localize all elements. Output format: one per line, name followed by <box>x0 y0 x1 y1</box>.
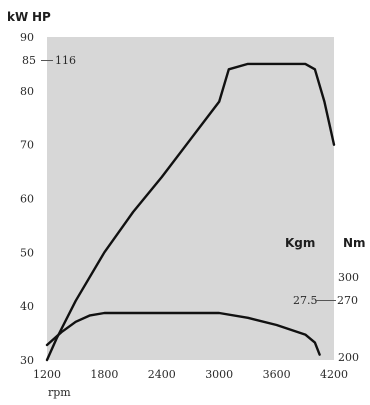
left-tick-label: 90 <box>20 31 34 44</box>
left-axis-unit-hp: HP <box>32 10 51 24</box>
power-peak-kw-label: 85 <box>22 54 36 67</box>
left-tick-label: 80 <box>20 85 34 98</box>
left-axis-ticks: 90 80 70 60 50 40 30 <box>20 31 34 367</box>
power-curve <box>45 62 336 362</box>
right-axis-unit-kgm: Kgm <box>285 236 315 250</box>
x-axis-label: rpm <box>48 386 71 399</box>
left-tick-label: 70 <box>20 139 34 152</box>
x-tick-label: 1800 <box>90 368 118 381</box>
power-peak-hp-label: 116 <box>55 54 76 67</box>
torque-peak-nm-label: 270 <box>337 294 358 307</box>
x-tick-label: 3600 <box>263 368 291 381</box>
right-tick-label: 300 <box>338 271 359 284</box>
x-tick-label: 1200 <box>33 368 61 381</box>
right-axis-unit-nm: Nm <box>343 236 366 250</box>
x-axis-ticks: 1200 1800 2400 3000 3600 4200 <box>33 368 348 381</box>
left-tick-label: 40 <box>20 300 34 313</box>
left-tick-label: 30 <box>20 354 34 367</box>
x-tick-label: 4200 <box>320 368 348 381</box>
right-tick-label: 200 <box>338 351 359 364</box>
torque-peak-annotation: 27.5 270 <box>293 294 358 307</box>
left-tick-label: 50 <box>20 246 34 259</box>
plot-background <box>47 37 334 360</box>
power-peak-annotation: 85 116 <box>22 54 76 67</box>
x-tick-label: 3000 <box>205 368 233 381</box>
torque-peak-kgm-label: 27.5 <box>293 294 318 307</box>
torque-curve <box>45 311 321 356</box>
right-axis-ticks: 300 200 <box>338 271 359 364</box>
x-tick-label: 2400 <box>148 368 176 381</box>
left-tick-label: 60 <box>20 193 34 206</box>
left-axis-unit-kw: kW <box>7 10 28 24</box>
